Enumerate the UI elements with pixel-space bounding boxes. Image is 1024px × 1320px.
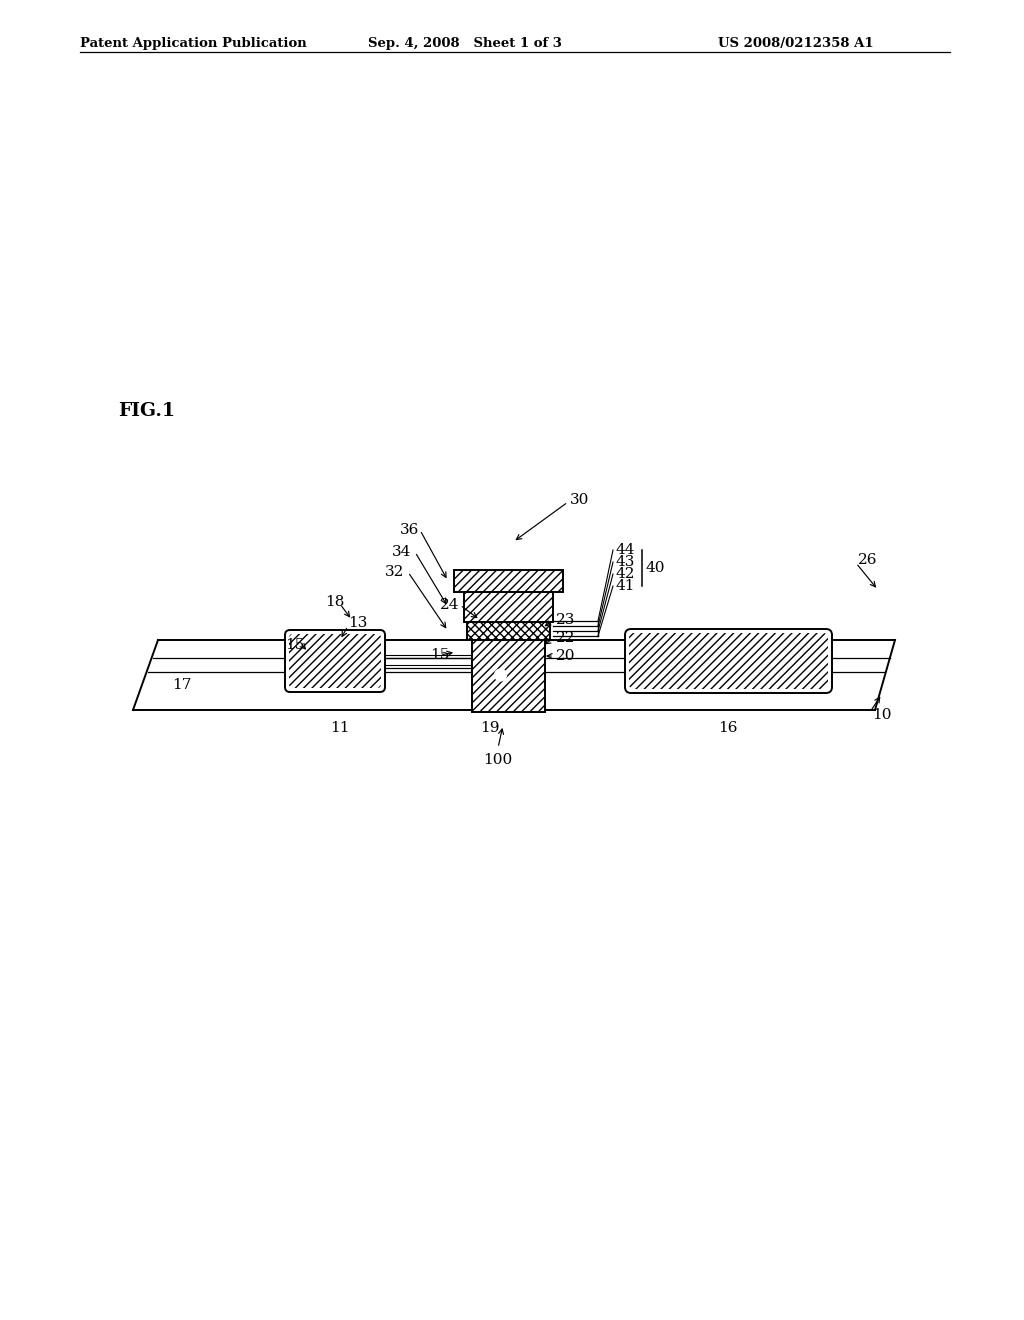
- Text: 34: 34: [392, 545, 412, 558]
- Text: 10: 10: [872, 708, 892, 722]
- Text: 22: 22: [556, 631, 575, 645]
- Text: 15: 15: [430, 648, 450, 663]
- Text: 41: 41: [616, 579, 636, 593]
- Text: 24: 24: [440, 598, 460, 612]
- Text: 40: 40: [645, 561, 665, 576]
- Text: 42: 42: [616, 568, 636, 581]
- Bar: [464, 591, 553, 622]
- Circle shape: [495, 669, 507, 681]
- Text: 43: 43: [616, 554, 635, 569]
- Text: 20: 20: [556, 649, 575, 663]
- FancyBboxPatch shape: [285, 630, 385, 692]
- Text: 17: 17: [172, 678, 191, 692]
- Bar: [454, 570, 563, 591]
- Bar: [472, 638, 545, 711]
- Text: 18: 18: [325, 595, 344, 609]
- Bar: [454, 570, 563, 591]
- Text: 44: 44: [616, 543, 636, 557]
- Text: 26: 26: [858, 553, 878, 568]
- Text: 16: 16: [718, 721, 737, 735]
- Text: 100: 100: [483, 752, 513, 767]
- Text: Sep. 4, 2008   Sheet 1 of 3: Sep. 4, 2008 Sheet 1 of 3: [368, 37, 562, 50]
- Text: 30: 30: [570, 492, 590, 507]
- Text: FIG.1: FIG.1: [118, 403, 175, 420]
- Text: Patent Application Publication: Patent Application Publication: [80, 37, 307, 50]
- Text: US 2008/0212358 A1: US 2008/0212358 A1: [718, 37, 873, 50]
- Bar: [467, 622, 550, 640]
- Text: 19: 19: [480, 721, 500, 735]
- Text: 23: 23: [556, 612, 575, 627]
- Bar: [472, 638, 545, 711]
- FancyBboxPatch shape: [625, 630, 831, 693]
- Text: 11: 11: [330, 721, 349, 735]
- Bar: [467, 622, 550, 640]
- Bar: [464, 591, 553, 622]
- Text: 36: 36: [400, 523, 420, 537]
- Text: 32: 32: [385, 565, 404, 579]
- Text: 15: 15: [285, 638, 304, 652]
- Text: 13: 13: [348, 616, 368, 630]
